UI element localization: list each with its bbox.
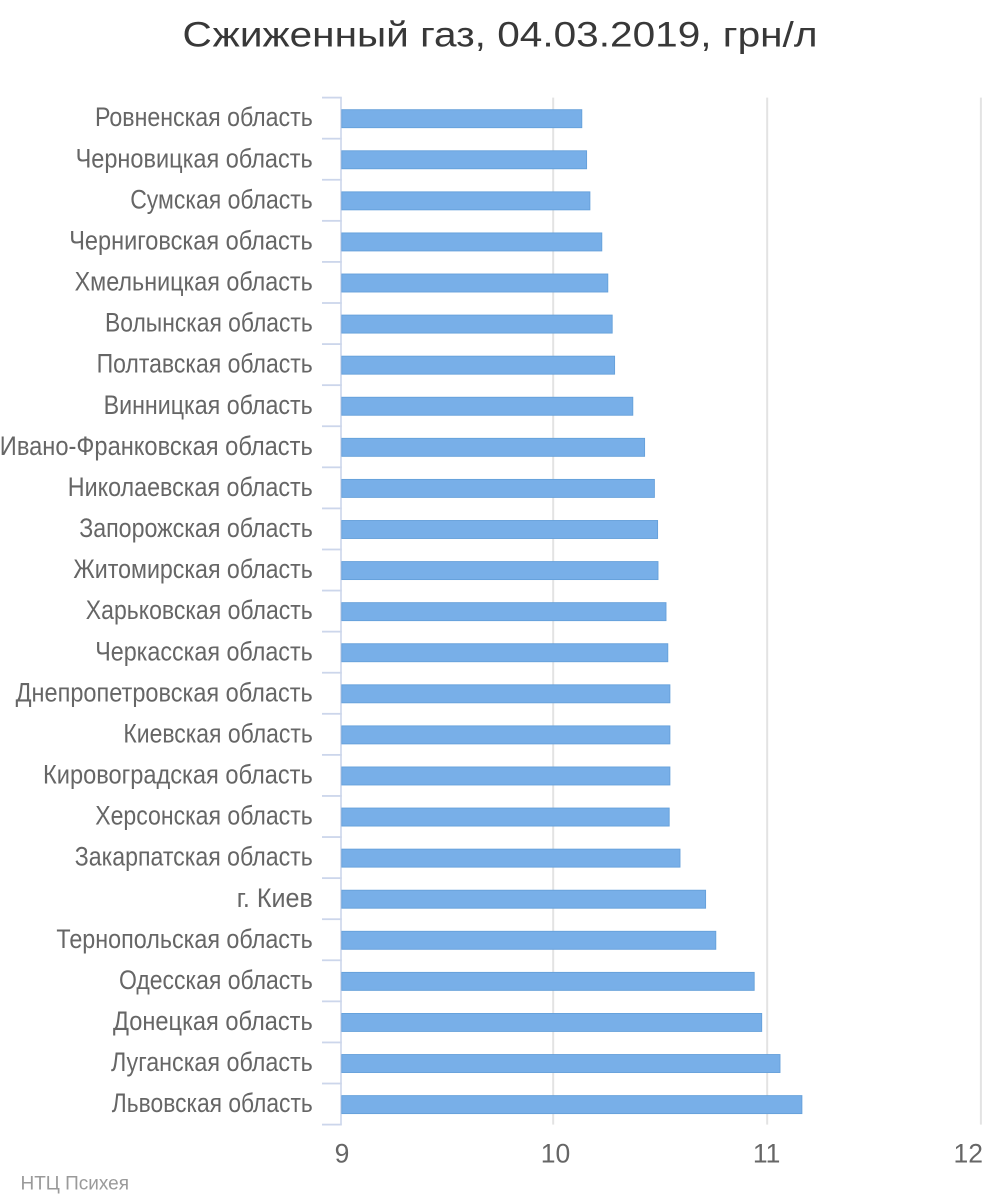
svg-text:Запорожская область: Запорожская область (79, 513, 313, 543)
svg-text:Одесская область: Одесская область (119, 965, 313, 995)
svg-text:Полтавская область: Полтавская область (97, 349, 313, 379)
svg-text:Херсонская область: Херсонская область (95, 801, 313, 831)
svg-text:Львовская область: Львовская область (112, 1088, 313, 1118)
svg-text:Волынская область: Волынская область (105, 308, 313, 338)
svg-text:Днепропетровская область: Днепропетровская область (16, 677, 313, 707)
svg-text:11: 11 (753, 1138, 781, 1168)
svg-text:Черновицкая область: Черновицкая область (76, 143, 313, 173)
svg-text:10: 10 (541, 1138, 570, 1168)
svg-text:г. Киев: г. Киев (237, 883, 313, 913)
svg-text:Закарпатская область: Закарпатская область (75, 842, 313, 872)
svg-text:Ивано-Франковская область: Ивано-Франковская область (0, 431, 313, 461)
svg-text:Кировоградская область: Кировоградская область (43, 760, 313, 790)
svg-text:Киевская область: Киевская область (123, 718, 312, 748)
svg-text:Житомирская область: Житомирская область (73, 554, 312, 584)
svg-text:Тернопольская область: Тернопольская область (56, 924, 312, 954)
svg-text:Ровненская область: Ровненская область (95, 102, 313, 132)
svg-text:Харьковская область: Харьковская область (86, 595, 313, 625)
svg-text:Хмельницкая область: Хмельницкая область (75, 267, 313, 297)
svg-text:Черкасская область: Черкасская область (95, 636, 313, 666)
svg-text:НТЦ Психея: НТЦ Психея (21, 1174, 130, 1195)
svg-text:Луганская область: Луганская область (111, 1047, 313, 1077)
svg-text:12: 12 (954, 1138, 983, 1168)
svg-text:Сжиженный газ, 04.03.2019, грн: Сжиженный газ, 04.03.2019, грн/л (183, 14, 818, 54)
svg-text:Сумская область: Сумская область (130, 184, 313, 214)
svg-text:9: 9 (335, 1138, 350, 1168)
svg-text:Донецкая область: Донецкая область (113, 1006, 313, 1036)
svg-text:Николаевская область: Николаевская область (68, 472, 313, 502)
svg-text:Черниговская область: Черниговская область (69, 225, 313, 255)
svg-text:Винницкая область: Винницкая область (104, 390, 313, 420)
